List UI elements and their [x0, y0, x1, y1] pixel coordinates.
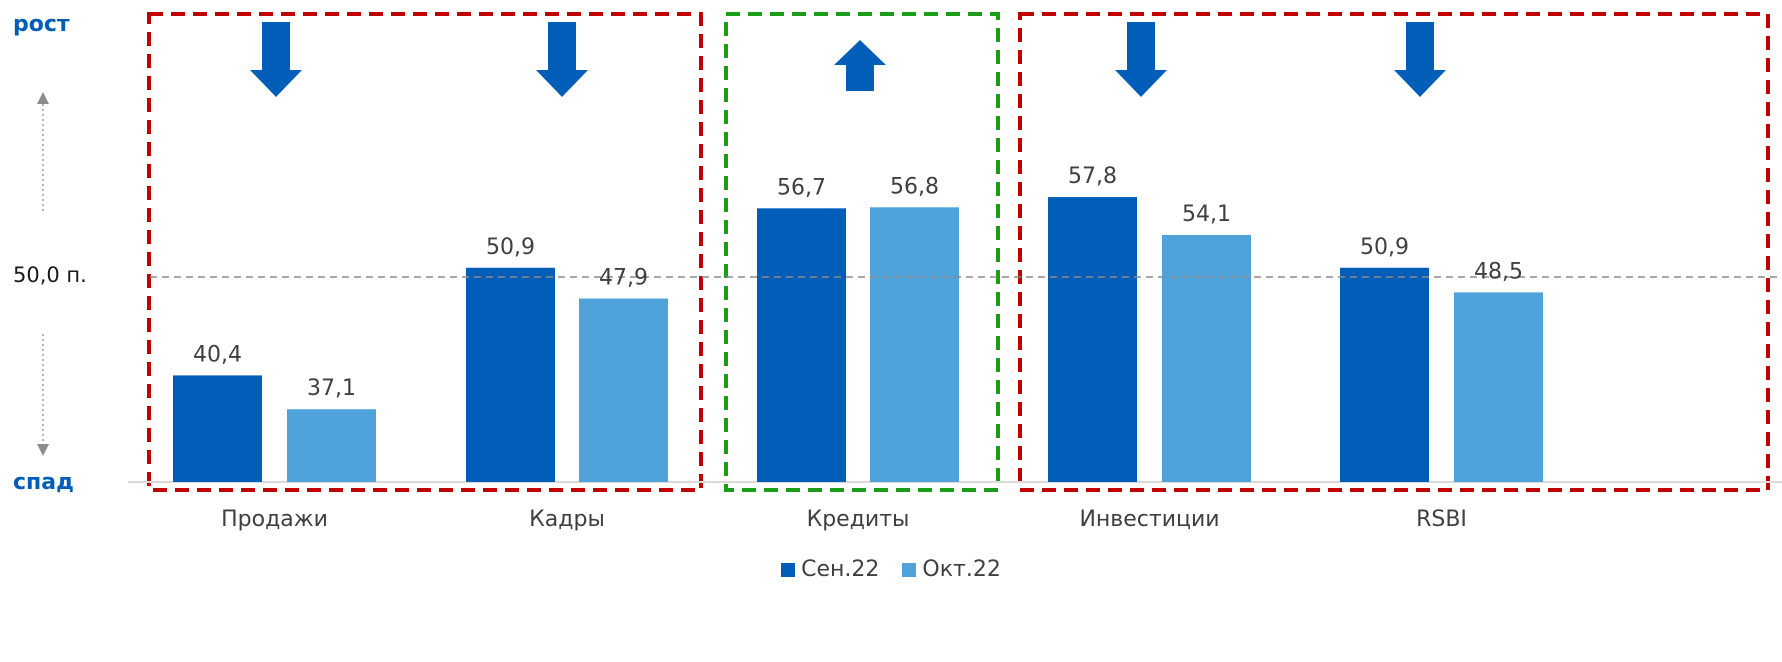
data-label-series-1-4: 50,9: [1360, 235, 1409, 260]
data-label-series-2-4: 48,5: [1474, 259, 1523, 284]
category-label-4: RSBI: [1416, 507, 1467, 532]
legend-label-series-1: Сен.22: [801, 556, 880, 582]
category-label-1: Кадры: [529, 507, 605, 532]
data-label-series-2-0: 37,1: [307, 376, 356, 401]
group-box-sales-staff: [147, 12, 703, 492]
data-label-series-1-1: 50,9: [486, 235, 535, 260]
bar-series-1-4: [1340, 267, 1429, 482]
bar-series-1-2: [757, 208, 846, 482]
bar-series-1-1: [466, 267, 555, 482]
arrow-down-icon: [1115, 22, 1167, 97]
category-label-2: Кредиты: [807, 507, 910, 532]
arrow-down-icon: [536, 22, 588, 97]
data-label-series-2-1: 47,9: [599, 266, 648, 291]
legend: Сен.22 Окт.22: [0, 556, 1782, 582]
reference-value-label: 50,0 п.: [13, 263, 87, 287]
bar-series-2-2: [870, 207, 959, 483]
legend-label-series-2: Окт.22: [922, 556, 1001, 582]
data-label-series-1-0: 40,4: [193, 342, 242, 367]
category-label-3: Инвестиции: [1079, 507, 1219, 532]
data-label-series-2-2: 56,8: [890, 174, 939, 199]
arrow-up-small-icon: [37, 92, 49, 104]
group-box-credits: [724, 12, 1000, 492]
arrow-down-small-icon: [37, 444, 49, 456]
category-label-0: Продажи: [221, 507, 328, 532]
data-label-series-1-2: 56,7: [777, 175, 826, 200]
data-label-series-2-3: 54,1: [1182, 202, 1231, 227]
bar-series-2-1: [579, 298, 668, 482]
bar-series-2-4: [1454, 292, 1543, 482]
legend-swatch-series-2: [902, 562, 917, 577]
bar-series-1-0: [173, 375, 262, 482]
data-label-series-1-3: 57,8: [1068, 164, 1117, 189]
legend-item-series-2: Окт.22: [902, 556, 1001, 582]
arrow-down-icon: [1394, 22, 1446, 97]
arrow-down-icon: [250, 22, 302, 97]
bar-series-1-3: [1048, 197, 1137, 483]
legend-item-series-1: Сен.22: [781, 557, 879, 582]
bar-series-2-0: [287, 409, 376, 482]
growth-label: рост: [13, 12, 70, 37]
bar-series-2-3: [1162, 234, 1251, 482]
decline-label: спад: [13, 470, 74, 495]
group-box-investments-rsbi: [1018, 12, 1770, 492]
arrow-up-icon: [834, 40, 886, 91]
legend-swatch-series-1: [781, 562, 796, 577]
